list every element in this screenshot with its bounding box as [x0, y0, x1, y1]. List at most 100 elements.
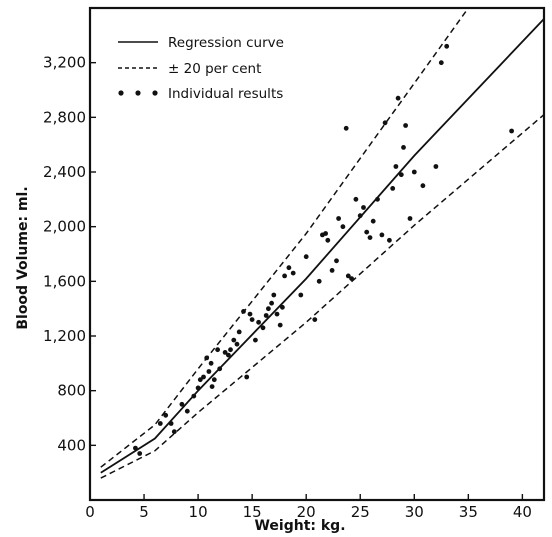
data-point: [282, 273, 287, 279]
x-tick-label: 25: [351, 503, 370, 521]
data-point: [411, 169, 417, 175]
data-point: [343, 125, 349, 131]
data-point: [247, 311, 253, 317]
data-point: [323, 231, 328, 236]
data-point: [364, 229, 370, 235]
data-point: [256, 319, 261, 325]
data-point: [370, 218, 376, 224]
y-tick-label: 1,600: [43, 272, 86, 290]
data-point: [184, 408, 190, 414]
data-point: [393, 164, 399, 169]
data-point: [204, 355, 210, 361]
data-point: [206, 369, 212, 374]
data-point: [244, 374, 250, 380]
data-point: [197, 377, 203, 383]
data-point: [234, 341, 240, 347]
data-point: [336, 216, 341, 221]
series-lines: [100, 7, 545, 479]
y-tick-label: 2,000: [43, 218, 86, 236]
data-point: [133, 445, 138, 451]
regression-curve-line: [100, 18, 545, 474]
x-tick-label: 15: [243, 503, 262, 521]
limit-line-1: [100, 7, 469, 468]
data-point: [211, 377, 217, 383]
data-point: [367, 235, 373, 241]
data-point: [340, 224, 346, 230]
data-point: [209, 384, 215, 389]
y-tick-label: 2,400: [43, 163, 86, 181]
data-point: [274, 311, 280, 317]
data-point: [361, 205, 366, 210]
data-point: [241, 309, 246, 314]
legend: Regression curve ± 20 per cent Individua…: [118, 35, 284, 102]
data-point: [298, 292, 304, 298]
data-point: [271, 292, 277, 298]
data-point: [395, 95, 401, 101]
legend-label-regression: Regression curve: [168, 35, 284, 51]
x-tick-label: 35: [459, 503, 478, 521]
data-point: [390, 186, 396, 191]
y-tick-label: 1,200: [43, 327, 86, 345]
data-point: [353, 196, 359, 202]
data-point: [509, 128, 514, 134]
data-point: [195, 385, 201, 391]
y-tick-label: 3,200: [43, 54, 86, 72]
data-point: [403, 123, 408, 128]
data-point: [260, 325, 266, 331]
data-point: [228, 347, 233, 353]
data-point: [266, 306, 271, 312]
axis-ticks: 0 5 10 15 20 25 30 35 40 400 800 1,200 1,600 2,000 2,4…: [43, 54, 532, 521]
data-point: [444, 43, 450, 49]
data-point: [231, 337, 237, 343]
data-point: [290, 270, 296, 276]
data-point: [217, 366, 223, 372]
limit-line-2: [100, 114, 545, 479]
data-point: [433, 164, 439, 169]
data-point: [329, 268, 335, 273]
data-point: [263, 313, 269, 318]
x-tick-label: 0: [85, 503, 95, 521]
legend-label-dashed: ± 20 per cent: [168, 61, 261, 77]
data-point: [382, 120, 388, 126]
data-point: [345, 273, 351, 279]
data-point: [171, 429, 177, 435]
data-point: [398, 172, 404, 178]
data-point: [215, 347, 221, 353]
legend-swatch-point-3: [152, 90, 158, 96]
data-point: [222, 350, 228, 355]
data-point: [157, 421, 163, 426]
legend-swatch-point-2: [135, 90, 141, 96]
y-tick-label: 2,800: [43, 108, 86, 126]
data-point: [387, 237, 392, 243]
data-point: [286, 265, 292, 271]
data-point: [325, 237, 331, 243]
y-axis-title: Blood Volume: ml.: [15, 186, 31, 329]
data-point: [137, 451, 143, 456]
data-point: [249, 317, 255, 322]
legend-label-points: Individual results: [168, 86, 283, 102]
data-point: [277, 322, 283, 328]
data-point: [191, 393, 197, 399]
data-point: [303, 254, 309, 260]
x-tick-label: 5: [139, 503, 149, 521]
x-tick-label: 30: [405, 503, 424, 521]
data-point: [334, 258, 339, 264]
data-points: [133, 43, 514, 456]
data-point: [253, 337, 258, 343]
data-point: [379, 232, 385, 238]
plot-frame: [88, 6, 546, 502]
data-point: [179, 401, 185, 407]
data-point: [316, 278, 322, 284]
legend-swatch-point-1: [118, 90, 124, 96]
data-point: [226, 352, 231, 358]
x-tick-label: 10: [189, 503, 208, 521]
data-point: [280, 304, 285, 310]
data-point: [357, 213, 363, 219]
data-point: [269, 300, 274, 306]
data-point: [438, 60, 444, 66]
data-point: [407, 216, 413, 221]
data-point: [401, 145, 406, 150]
x-tick-label: 40: [513, 503, 532, 521]
